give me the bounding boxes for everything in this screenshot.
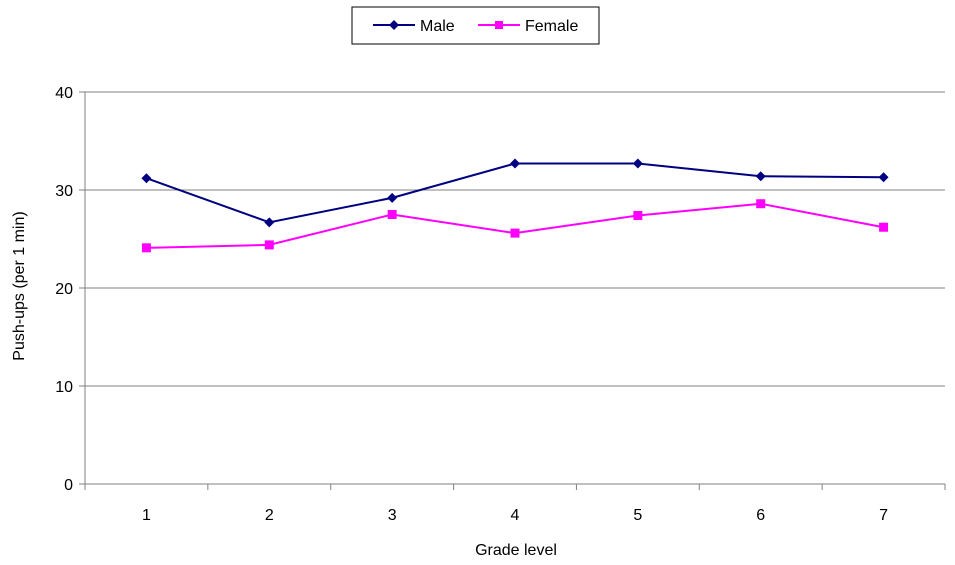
point-male-7 xyxy=(878,172,889,183)
point-male-4 xyxy=(510,158,520,169)
y-tick-label-20: 20 xyxy=(55,281,73,298)
legend-marker-female xyxy=(495,21,503,29)
point-male-5 xyxy=(632,158,643,169)
series-line-male xyxy=(146,162,884,224)
y-tick-label-0: 0 xyxy=(64,477,73,494)
x-axis-ticks: 1 2 3 4 5 6 7 xyxy=(84,484,946,524)
point-female-4 xyxy=(510,228,520,238)
y-axis-title: Push-ups (per 1 min) xyxy=(11,211,28,360)
point-male-3 xyxy=(387,192,398,203)
x-tick-label-1: 1 xyxy=(142,507,151,524)
legend: Male Female xyxy=(351,6,600,45)
series-line-female xyxy=(146,202,884,249)
legend-label-male: Male xyxy=(420,18,455,35)
series-group xyxy=(141,158,889,253)
x-tick-label-4: 4 xyxy=(511,507,520,524)
gridlines xyxy=(85,91,945,387)
legend-label-female: Female xyxy=(525,18,578,35)
y-tick-label-30: 30 xyxy=(55,183,73,200)
legend-marker-male xyxy=(389,20,399,30)
point-male-1 xyxy=(141,173,152,184)
x-tick-label-7: 7 xyxy=(879,507,888,524)
point-female-2 xyxy=(264,240,274,250)
x-tick-label-6: 6 xyxy=(756,507,765,524)
y-axis-ticks: 0 10 20 30 40 xyxy=(55,85,85,494)
x-tick-label-5: 5 xyxy=(633,507,642,524)
point-female-3 xyxy=(387,210,397,219)
point-female-1 xyxy=(141,243,151,253)
x-axis-title: Grade level xyxy=(475,542,557,559)
point-female-6 xyxy=(756,199,766,209)
y-tick-label-10: 10 xyxy=(55,379,73,396)
x-tick-label-3: 3 xyxy=(388,507,397,524)
point-male-2 xyxy=(264,217,275,228)
point-female-5 xyxy=(633,210,643,220)
x-tick-label-2: 2 xyxy=(265,507,274,524)
y-tick-label-40: 40 xyxy=(55,85,73,102)
point-female-7 xyxy=(879,222,889,232)
point-male-6 xyxy=(755,171,766,182)
